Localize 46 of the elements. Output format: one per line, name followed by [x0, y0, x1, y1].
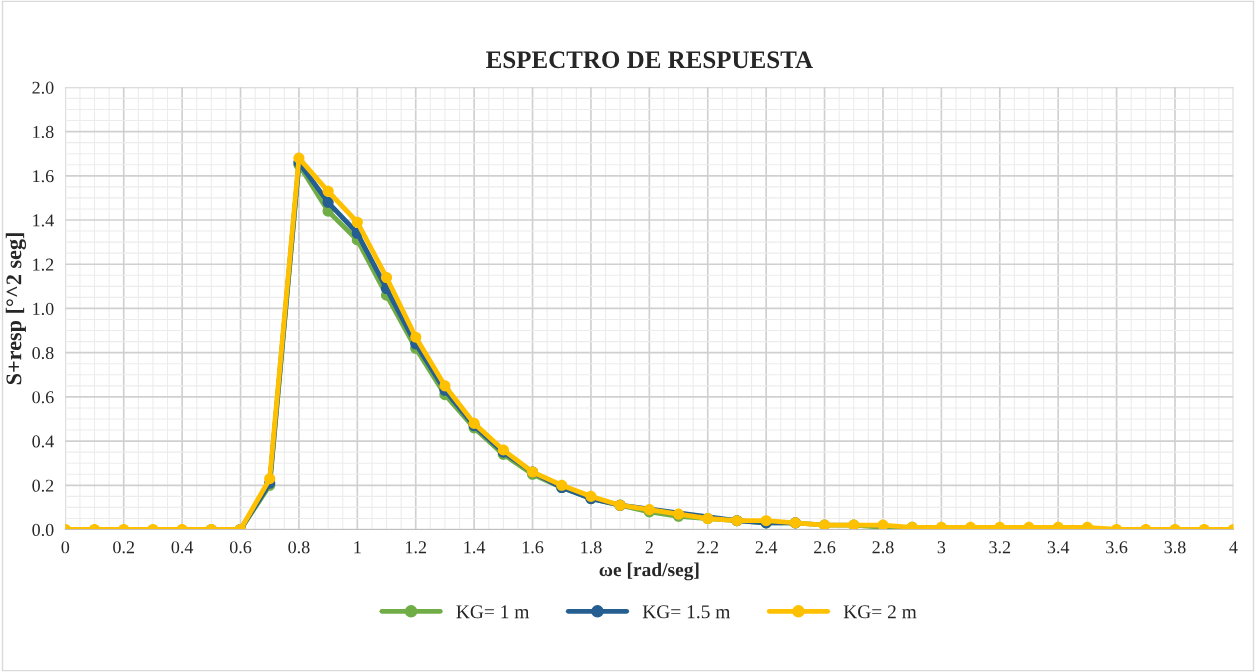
x-tick-label: 0.6: [229, 541, 252, 554]
y-tick-label: 0.4: [32, 435, 54, 448]
x-tick-label: 0.2: [113, 541, 134, 554]
x-tick-label: 2.4: [755, 541, 778, 554]
point: [380, 271, 393, 284]
x-tick-label: 0.4: [171, 541, 194, 554]
x-tick-label: 3.2: [989, 541, 1011, 554]
x-tick-label: 3.4: [1047, 541, 1070, 554]
x-tick-label: 3.6: [1106, 541, 1128, 554]
chart-title: ESPECTRO DE RESPUESTA: [486, 51, 813, 69]
y-tick-label: 0.8: [32, 346, 54, 360]
x-tick-label: 0: [61, 541, 70, 554]
y-tick-label: 0.2: [32, 479, 54, 492]
x-tick-label: 4: [1229, 541, 1238, 554]
point: [264, 473, 276, 485]
y-tick-label: 0.0: [32, 523, 54, 537]
point: [439, 380, 451, 392]
x-axis-title: ωe [rad/seg]: [599, 562, 699, 581]
x-tick-label: 0.8: [288, 541, 310, 554]
x-tick-label: 3: [937, 541, 946, 554]
x-tick-label: 1: [354, 541, 361, 554]
x-tick-label: 2.2: [697, 541, 719, 554]
legend-label: KG= 2 m: [843, 605, 917, 619]
x-tick-label: 3.8: [1164, 541, 1186, 554]
point: [322, 185, 334, 197]
x-tick-label: 1.6: [522, 541, 544, 554]
legend-label: KG= 1.5 m: [642, 605, 731, 619]
y-tick-label: 1.0: [33, 302, 54, 315]
point: [351, 216, 363, 228]
x-tick-label: 1.4: [464, 541, 486, 554]
y-tick-label: 1.6: [33, 170, 54, 183]
point: [293, 152, 305, 164]
legend-label: KG= 1 m: [456, 605, 530, 619]
x-tick-label: 2.6: [814, 541, 836, 554]
x-tick-label: 2: [645, 541, 653, 554]
x-tick-label: 2.8: [872, 541, 894, 554]
x-tick-label: 1.2: [406, 541, 427, 554]
y-tick-label: 1.2: [33, 258, 54, 271]
point: [410, 331, 422, 343]
y-tick-label: 2.0: [32, 81, 54, 94]
y-tick-label: 1.4: [33, 214, 54, 227]
point: [322, 196, 334, 208]
y-axis-title: S+resp [°^2 seg]: [5, 233, 27, 385]
y-tick-label: 1.8: [33, 125, 54, 139]
x-tick-label: 1.8: [581, 541, 602, 554]
y-tick-label: 0.6: [32, 391, 54, 404]
